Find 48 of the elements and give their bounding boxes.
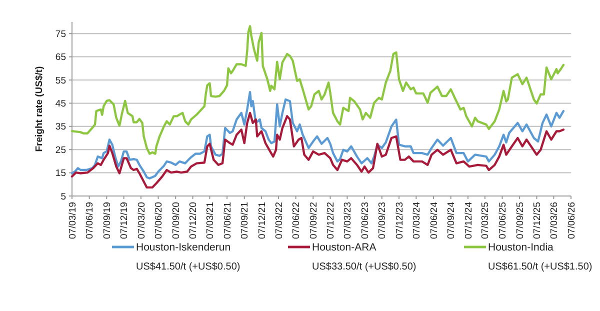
- x-tick-label: 07/06/24: [428, 202, 440, 239]
- x-tick-label: 07/03/22: [274, 202, 285, 239]
- x-tick-label: 07/03/23: [342, 202, 354, 239]
- x-tick-label: 07/06/25: [498, 202, 509, 239]
- x-tick-label: 07/12/22: [326, 202, 337, 239]
- x-tick-label: 07/09/20: [170, 202, 182, 239]
- text: US$61.50/t (+US$1.50): [488, 262, 592, 272]
- x-tick-label: 07/06/19: [84, 202, 96, 239]
- x-tick-label: 07/06/20: [154, 202, 165, 239]
- x-tick-label: 07/03/20: [136, 202, 148, 239]
- x-tick-label: 07/06/21: [222, 202, 234, 239]
- x-tick-label: 07/12/25: [532, 202, 544, 239]
- x-tick-label: 07/12/24: [463, 202, 474, 239]
- x-tick-label: 07/12/21: [256, 202, 268, 239]
- y-axis-title: Freight rate (US$/t): [34, 66, 45, 152]
- x-tick-label: 07/06/26: [566, 202, 578, 239]
- y-tick-label: 5: [60, 191, 66, 202]
- y-tick-label: 75: [55, 28, 66, 40]
- x-tick-label: 07/12/20: [188, 202, 200, 239]
- line-series: [70, 90, 565, 180]
- legend-label: Houston-Iskenderun: [136, 242, 231, 254]
- legend-label: Houston-India: [488, 242, 554, 254]
- x-tick-label: 07/09/19: [102, 202, 113, 239]
- x-tick-label: 07/03/21: [205, 202, 216, 239]
- x-tick-label: 07/09/25: [514, 202, 526, 239]
- x-tick-label: 07/06/23: [360, 202, 371, 239]
- y-tick-label: 55: [55, 75, 66, 86]
- x-tick-label: 07/03/25: [480, 202, 492, 239]
- x-tick-label: 07/06/22: [291, 202, 302, 239]
- x-tick-label: 07/09/22: [308, 202, 320, 239]
- y-tick-label: 35: [55, 122, 66, 133]
- x-tick-label: 07/12/23: [394, 202, 406, 239]
- x-tick-label: 07/09/24: [446, 202, 458, 239]
- y-tick-label: 45: [55, 98, 66, 110]
- line-series: [70, 112, 565, 189]
- y-tick-label: 15: [55, 168, 66, 180]
- x-tick-label: 07/09/21: [240, 202, 251, 239]
- text: US$33.50/t (+US$0.50): [312, 262, 416, 272]
- x-tick-label: 07/03/24: [411, 202, 422, 239]
- y-tick-label: 65: [55, 52, 66, 64]
- x-tick-label: 07/12/19: [119, 202, 130, 239]
- legend-label: Houston-ARA: [312, 242, 376, 254]
- y-tick-label: 25: [55, 144, 66, 156]
- x-tick-label: 07/09/23: [377, 202, 388, 239]
- x-tick-label: 07/03/19: [67, 202, 78, 239]
- line-series: [70, 25, 565, 155]
- text: US$41.50/t (+US$0.50): [136, 262, 240, 272]
- x-tick-label: 07/03/26: [548, 202, 560, 239]
